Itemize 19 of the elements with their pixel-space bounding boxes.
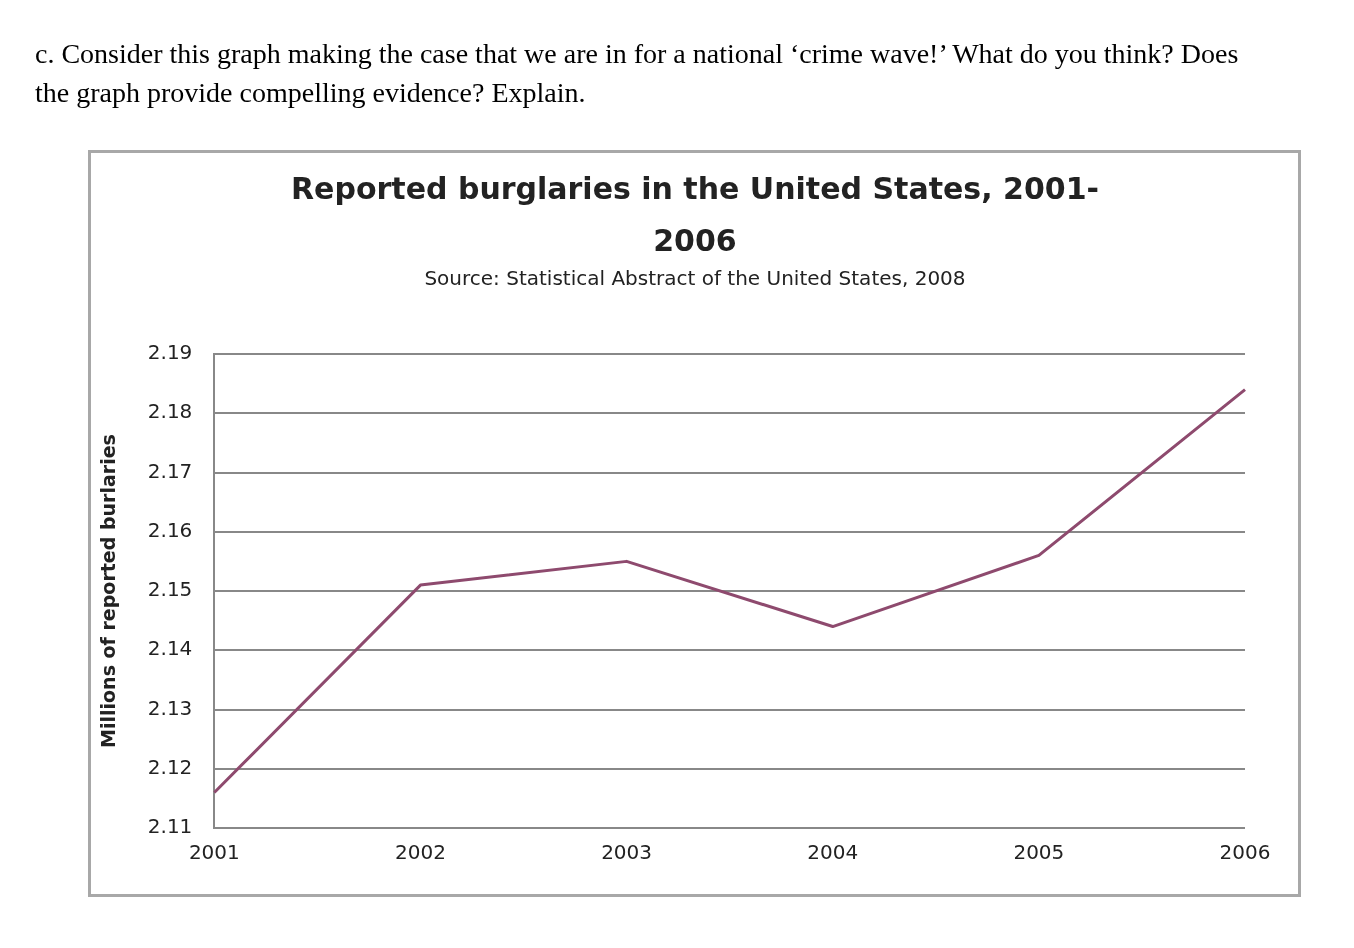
- x-tick-label: 2005: [1013, 840, 1065, 865]
- y-tick-label: 2.14: [147, 636, 193, 661]
- y-axis-title: Millions of reported burlaries: [97, 434, 120, 748]
- chart-title: Reported burglaries in the United States, 2001-2006: [290, 170, 1100, 260]
- chart-subtitle: Source: Statistical Abstract of the United States, 2008: [423, 266, 967, 290]
- x-tick-label: 2002: [395, 840, 446, 865]
- text: c. Consider this graph making the case that we are in for a national ‘crime wave!’ What do you think? Does the graph provide compelling evidence? Explain.: [35, 37, 1240, 110]
- y-tick-label: 2.15: [147, 577, 193, 602]
- x-tick-label: 2006: [1219, 840, 1271, 865]
- y-tick-label: 2.11: [147, 814, 193, 839]
- x-tick-label: 2003: [601, 840, 653, 865]
- y-tick-label: 2.12: [147, 754, 193, 779]
- x-tick-label: 2004: [807, 840, 859, 865]
- y-tick-label: 2.19: [147, 340, 193, 365]
- y-tick-label: 2.16: [147, 517, 193, 542]
- y-tick-label: 2.18: [147, 399, 193, 424]
- y-tick-label: 2.13: [147, 695, 193, 720]
- x-tick-label: 2001: [188, 840, 240, 865]
- y-tick-label: 2.17: [147, 458, 193, 483]
